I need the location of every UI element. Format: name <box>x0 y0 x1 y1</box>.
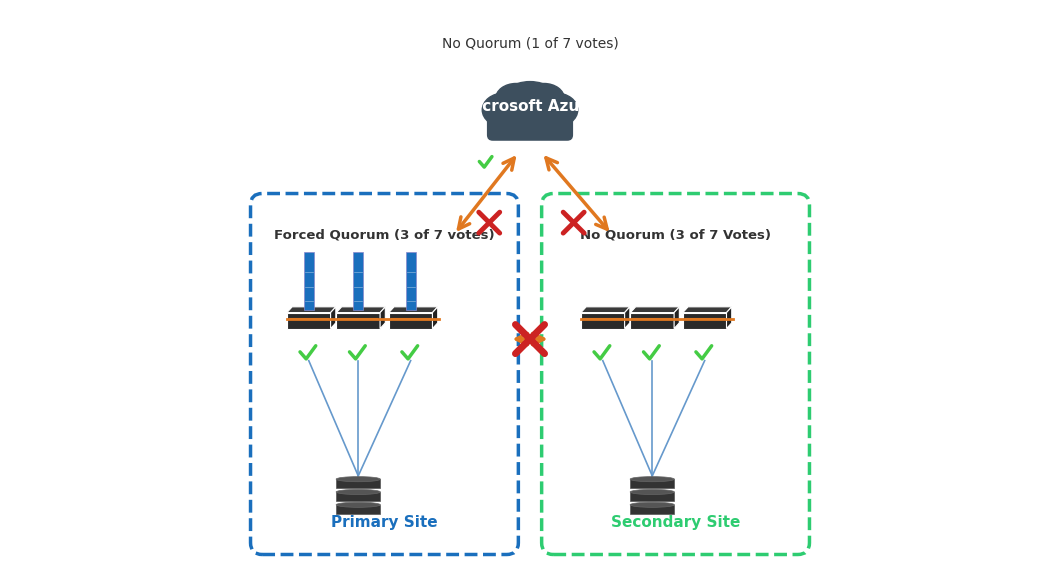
Polygon shape <box>336 307 386 312</box>
FancyBboxPatch shape <box>336 479 381 488</box>
Polygon shape <box>674 307 679 329</box>
Polygon shape <box>624 307 630 329</box>
Polygon shape <box>726 307 731 329</box>
FancyBboxPatch shape <box>336 505 381 514</box>
FancyBboxPatch shape <box>683 312 726 329</box>
Polygon shape <box>631 307 679 312</box>
FancyBboxPatch shape <box>631 312 674 329</box>
Polygon shape <box>432 307 438 329</box>
FancyBboxPatch shape <box>487 99 573 141</box>
Ellipse shape <box>336 477 381 481</box>
FancyBboxPatch shape <box>353 252 364 310</box>
Polygon shape <box>389 307 438 312</box>
Ellipse shape <box>336 490 381 494</box>
FancyBboxPatch shape <box>630 492 674 501</box>
FancyBboxPatch shape <box>287 312 331 329</box>
FancyBboxPatch shape <box>630 479 674 488</box>
FancyBboxPatch shape <box>581 312 624 329</box>
Ellipse shape <box>630 477 674 481</box>
Ellipse shape <box>498 81 562 131</box>
FancyBboxPatch shape <box>406 252 416 310</box>
Ellipse shape <box>496 84 536 113</box>
Polygon shape <box>381 307 386 329</box>
Text: Secondary Site: Secondary Site <box>611 515 740 530</box>
Ellipse shape <box>336 502 381 507</box>
Text: Microsoft Azure: Microsoft Azure <box>462 99 598 113</box>
FancyBboxPatch shape <box>336 492 381 501</box>
Ellipse shape <box>533 93 578 127</box>
FancyBboxPatch shape <box>303 252 314 310</box>
Polygon shape <box>331 307 336 329</box>
Ellipse shape <box>524 84 564 113</box>
Ellipse shape <box>630 502 674 507</box>
Polygon shape <box>287 307 336 312</box>
Text: No Quorum (3 of 7 Votes): No Quorum (3 of 7 Votes) <box>580 229 771 242</box>
Ellipse shape <box>630 490 674 494</box>
Ellipse shape <box>482 93 527 127</box>
Polygon shape <box>683 307 731 312</box>
Text: No Quorum (1 of 7 votes): No Quorum (1 of 7 votes) <box>442 37 618 51</box>
Text: Primary Site: Primary Site <box>331 515 438 530</box>
Polygon shape <box>581 307 630 312</box>
Text: Forced Quorum (3 of 7 votes): Forced Quorum (3 of 7 votes) <box>275 229 495 242</box>
FancyBboxPatch shape <box>630 505 674 514</box>
FancyBboxPatch shape <box>389 312 432 329</box>
FancyBboxPatch shape <box>336 312 381 329</box>
